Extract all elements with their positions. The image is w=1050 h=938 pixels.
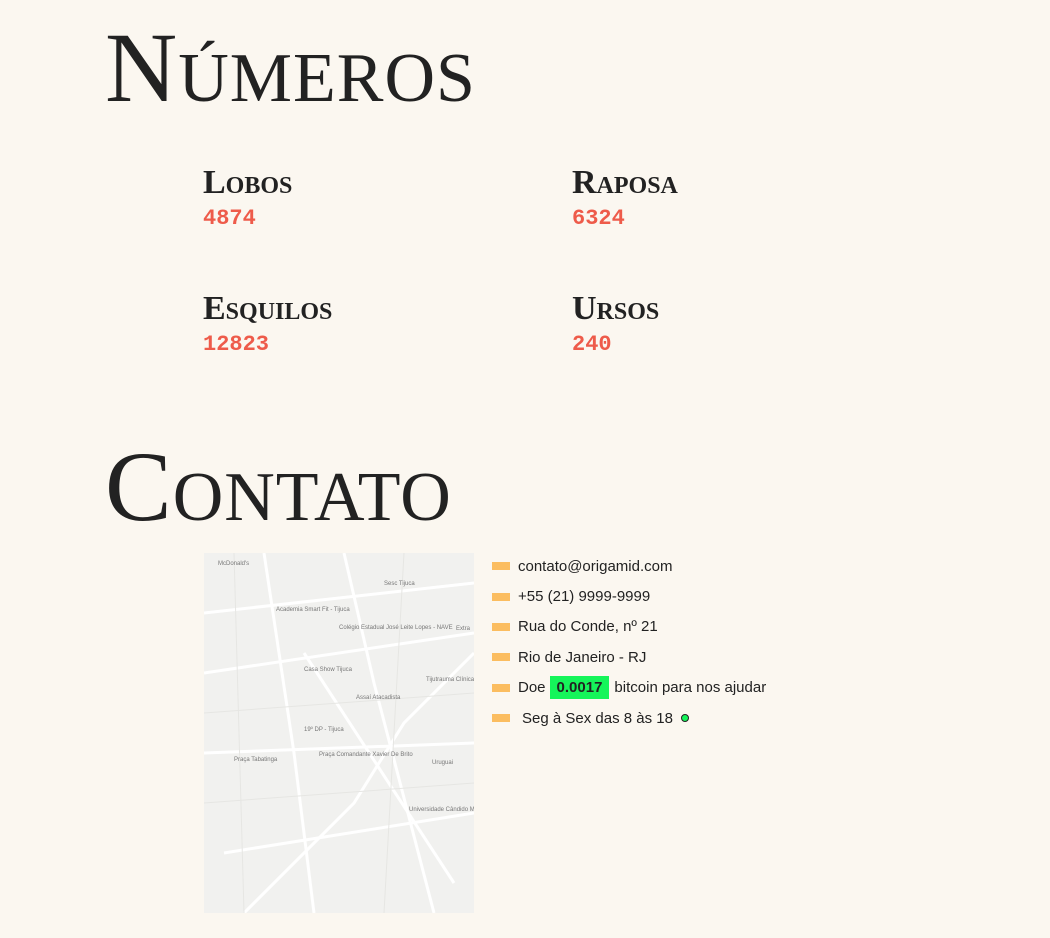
map-label: Praça Comandante Xavier De Brito (319, 752, 413, 758)
contact-item: Doe 0.0017 bitcoin para nos ajudar (492, 673, 766, 703)
contact-item: contato@origamid.com (492, 551, 766, 581)
stat: Ursos 240 (572, 290, 660, 358)
donate-before: Doe (518, 679, 546, 697)
stat: Lobos 4874 (203, 164, 293, 232)
stat: Raposa 6324 (572, 164, 678, 232)
map-label: 19º DP - Tijuca (304, 726, 344, 733)
stat-name: Lobos (203, 164, 293, 201)
contact-text: contato@origamid.com (518, 557, 673, 575)
contact-item: +55 (21) 9999-9999 (492, 581, 766, 611)
map-label: Universidade Cândido Mendes - Tijuca (409, 807, 474, 813)
stat: Esquilos 12823 (203, 290, 333, 358)
section-title: Contato (105, 431, 452, 542)
map-label: Tijutrauma Clínica & Hospital (426, 677, 474, 683)
contact-item: Seg à Sex das 8 às 18 (492, 703, 766, 733)
map-label: Academia Smart Fit - Tijuca (276, 607, 350, 613)
map-label: Praça Tabatinga (234, 757, 278, 763)
map-label: Colégio Estadual José Leite Lopes - NAVE (339, 625, 453, 631)
map-label: Casa Show Tijuca (304, 667, 353, 673)
map-label: Uruguai (432, 760, 453, 766)
contact-text: Rio de Janeiro - RJ (518, 648, 647, 666)
stat-name: Ursos (572, 290, 660, 327)
map-label: Sesc Tijuca (384, 581, 415, 587)
donate-after: bitcoin para nos ajudar (614, 679, 767, 697)
contact-list: contato@origamid.com +55 (21) 9999-9999 … (492, 551, 766, 733)
section-title: Números (105, 12, 476, 123)
contact-item: Rio de Janeiro - RJ (492, 642, 766, 672)
stat-value: 4874 (203, 206, 256, 231)
map-label: Assaí Atacadista (356, 695, 401, 701)
contact-text: +55 (21) 9999-9999 (518, 588, 651, 606)
contact-item: Rua do Conde, nº 21 (492, 612, 766, 642)
status-dot (680, 714, 689, 723)
stat-value: 6324 (572, 206, 625, 231)
map-label: McDonald's (218, 561, 249, 567)
stat-name: Raposa (572, 164, 678, 201)
hours-text: Seg à Sex das 8 às 18 (522, 709, 673, 727)
bitcoin-amount: 0.0017 (549, 676, 610, 700)
contact-text: Rua do Conde, nº 21 (518, 618, 658, 636)
map: McDonald's Sesc Tijuca Academia Smart Fit … (204, 553, 474, 913)
stat-name: Esquilos (203, 290, 333, 327)
stat-value: 240 (572, 332, 612, 357)
map-label: Extra (456, 626, 471, 632)
stat-value: 12823 (203, 332, 270, 357)
